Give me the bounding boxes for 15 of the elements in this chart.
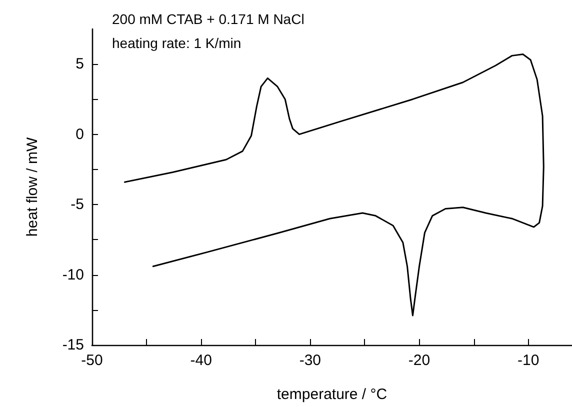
y-tick-label: 0 [76, 126, 84, 143]
text: 200 mM CTAB + 0.171 M NaCl [112, 11, 304, 27]
line-series [124, 54, 544, 316]
x-tick-label: -40 [190, 352, 212, 369]
y-tick-label: -15 [62, 336, 84, 354]
y-tick-label: -5 [70, 196, 84, 214]
x-tick-label: -30 [299, 352, 322, 369]
x-tick-label: -20 [408, 352, 430, 369]
y-tick-label: 5 [76, 56, 84, 73]
x-axis-title: temperature / °C [276, 386, 388, 403]
y-tick-label: -10 [62, 266, 84, 284]
x-tick-label: -10 [518, 352, 540, 369]
y-axis-title: heat flow / mW [24, 136, 41, 237]
annotation: heating rate: 1 K/min [112, 35, 242, 51]
x-tick-label: -50 [81, 352, 103, 369]
